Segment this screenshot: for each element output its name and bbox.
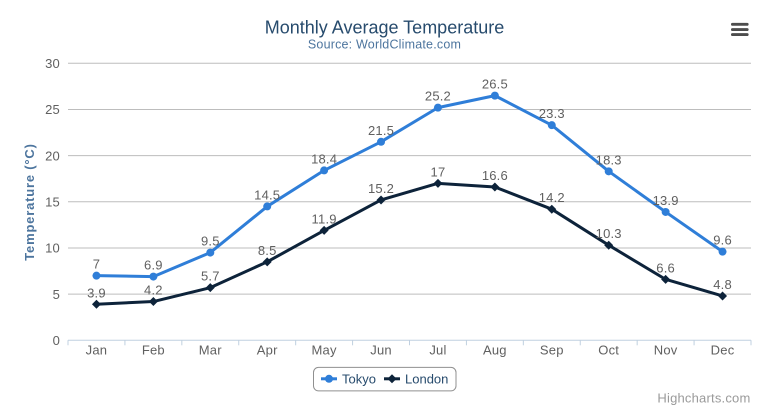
svg-text:15: 15 xyxy=(45,195,60,210)
svg-text:25.2: 25.2 xyxy=(425,89,451,104)
svg-text:6.6: 6.6 xyxy=(656,260,675,275)
svg-text:26.5: 26.5 xyxy=(482,77,508,92)
svg-text:London: London xyxy=(405,371,448,386)
svg-text:Dec: Dec xyxy=(711,343,735,358)
svg-text:25: 25 xyxy=(45,102,60,117)
svg-text:6.9: 6.9 xyxy=(144,258,163,273)
svg-text:13.9: 13.9 xyxy=(653,193,679,208)
svg-text:18.3: 18.3 xyxy=(596,152,622,167)
svg-text:Sep: Sep xyxy=(540,343,564,358)
svg-text:14.2: 14.2 xyxy=(539,190,565,205)
svg-text:Feb: Feb xyxy=(142,343,165,358)
svg-text:17: 17 xyxy=(431,164,446,179)
svg-text:5: 5 xyxy=(53,287,60,302)
svg-text:Temperature (°C): Temperature (°C) xyxy=(22,143,37,260)
svg-text:Source: WorldClimate.com: Source: WorldClimate.com xyxy=(308,38,461,52)
svg-text:7: 7 xyxy=(93,257,100,272)
svg-text:10: 10 xyxy=(45,241,60,256)
svg-text:Nov: Nov xyxy=(654,343,678,358)
svg-text:21.5: 21.5 xyxy=(368,123,394,138)
svg-text:16.6: 16.6 xyxy=(482,168,508,183)
svg-text:Tokyo: Tokyo xyxy=(342,371,376,386)
svg-text:4.2: 4.2 xyxy=(144,283,163,298)
svg-text:Oct: Oct xyxy=(598,343,619,358)
svg-text:10.3: 10.3 xyxy=(596,226,622,241)
svg-text:30: 30 xyxy=(45,56,60,71)
svg-text:Aug: Aug xyxy=(483,343,507,358)
svg-text:14.5: 14.5 xyxy=(254,187,280,202)
svg-text:Highcharts.com: Highcharts.com xyxy=(657,391,750,406)
svg-text:20: 20 xyxy=(45,148,60,163)
svg-text:4.8: 4.8 xyxy=(713,277,732,292)
svg-text:11.9: 11.9 xyxy=(312,211,337,226)
svg-text:May: May xyxy=(312,343,337,358)
svg-text:8.5: 8.5 xyxy=(258,243,277,258)
svg-text:18.4: 18.4 xyxy=(311,151,337,166)
svg-text:Jun: Jun xyxy=(370,343,392,358)
svg-text:0: 0 xyxy=(53,333,60,348)
svg-text:9.5: 9.5 xyxy=(201,234,220,249)
svg-text:Jul: Jul xyxy=(429,343,446,358)
svg-text:Monthly Average Temperature: Monthly Average Temperature xyxy=(265,18,504,38)
svg-text:15.2: 15.2 xyxy=(368,181,394,196)
svg-text:23.3: 23.3 xyxy=(539,106,565,121)
svg-text:3.9: 3.9 xyxy=(87,285,106,300)
svg-text:5.7: 5.7 xyxy=(201,269,220,284)
svg-text:Jan: Jan xyxy=(86,343,108,358)
svg-text:Mar: Mar xyxy=(199,343,222,358)
svg-text:9.6: 9.6 xyxy=(713,233,732,248)
svg-text:Apr: Apr xyxy=(257,343,278,358)
